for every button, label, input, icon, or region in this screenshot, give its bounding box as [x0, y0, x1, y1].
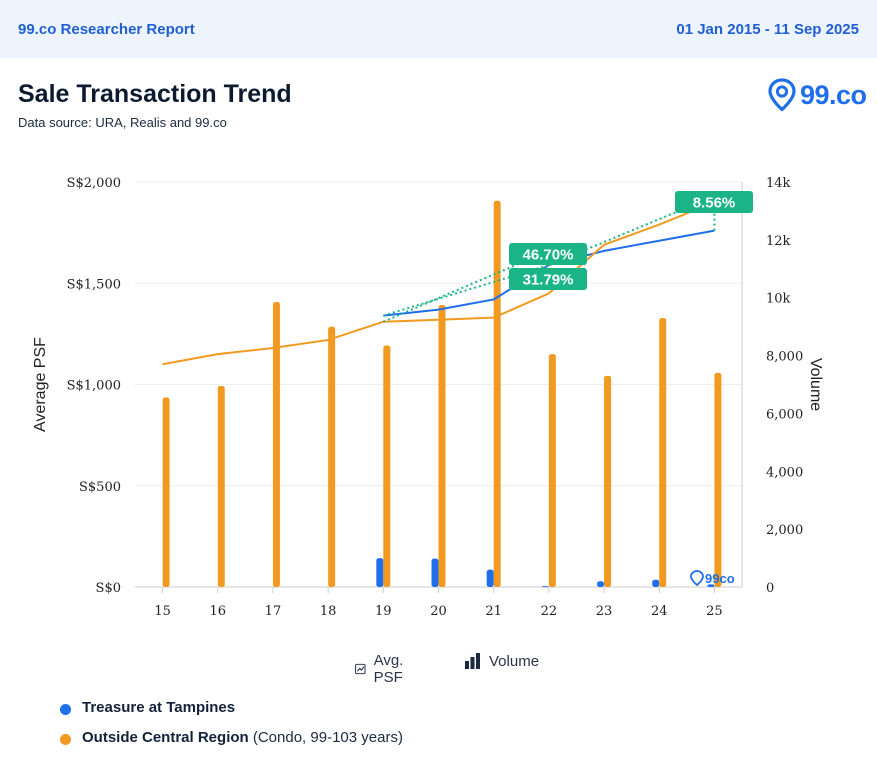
legend-dot-treasure — [60, 704, 71, 715]
y-left-tick-label: S$0 — [96, 581, 121, 596]
legend-name-treasure: Treasure at Tampines — [82, 699, 236, 716]
legend-label-ocr: Outside Central Region (Condo, 99-103 ye… — [82, 729, 403, 746]
y-left-tick-label: S$2,000 — [67, 176, 121, 191]
growth-badge-label: 8.56% — [693, 195, 736, 212]
growth-badge — [675, 191, 753, 213]
y-right-tick-label: 8,000 — [766, 350, 803, 365]
x-tick-label: 17 — [265, 604, 282, 619]
x-tick-label: 21 — [485, 604, 502, 619]
volume-bar — [493, 200, 501, 587]
growth-badge — [509, 268, 587, 290]
bar-chart-icon — [465, 653, 480, 669]
x-tick-label: 20 — [430, 604, 447, 619]
x-tick-label: 19 — [375, 604, 392, 619]
volume-bar — [162, 397, 170, 587]
volume-bar — [486, 569, 494, 587]
growth-badge — [509, 243, 587, 265]
growth-trend-line — [383, 264, 550, 317]
chart-title: Sale Transaction Trend — [18, 80, 292, 108]
x-tick-label: 22 — [541, 604, 558, 619]
x-tick-label: 18 — [320, 604, 337, 619]
volume-bar — [707, 584, 715, 587]
volume-bar — [272, 302, 280, 587]
legend-dot-ocr — [60, 734, 71, 745]
line-chart-icon — [355, 663, 366, 675]
x-tick-label: 23 — [596, 604, 613, 619]
y-right-tick-label: 0 — [766, 581, 774, 596]
growth-badge-label: 31.79% — [523, 272, 574, 289]
volume-bar — [328, 326, 336, 587]
watermark-pin-icon — [690, 570, 704, 587]
growth-badge-label: 46.70% — [523, 247, 574, 264]
volume-bar — [383, 345, 391, 587]
avg-psf-label: Avg. PSF — [373, 652, 404, 686]
legend-name-ocr: Outside Central Region — [82, 729, 249, 746]
chart-watermark: 99co — [690, 570, 735, 587]
y-left-tick-label: S$1,500 — [67, 277, 121, 292]
watermark-text: 99co — [705, 571, 735, 586]
y-left-axis-title: Average PSF — [32, 337, 49, 432]
legend-detail-ocr: (Condo, 99-103 years) — [252, 729, 403, 746]
volume-bar — [652, 579, 660, 587]
report-brand: 99.co Researcher Report — [18, 21, 195, 38]
y-right-tick-label: 4,000 — [766, 465, 803, 480]
report-header-bar: 99.co Researcher Report 01 Jan 2015 - 11… — [0, 0, 877, 58]
brand-logo: 99.co — [767, 76, 867, 116]
x-tick-label: 24 — [651, 604, 668, 619]
volume-bar — [438, 304, 446, 587]
sale-trend-chart: S$0 S$500 S$1,000 S$1,500 S$2,000 0 2,000 4,000… — [32, 176, 824, 619]
volume-bar — [541, 586, 549, 588]
volume-bar — [548, 354, 556, 587]
x-tick-label: 15 — [154, 604, 171, 619]
legend-label-treasure: Treasure at Tampines — [82, 699, 235, 716]
volume-bar — [217, 385, 225, 587]
location-pin-icon — [768, 78, 796, 112]
avg-psf-line-ocr — [162, 201, 715, 366]
volume-bar — [431, 558, 439, 587]
y-left-tick-label: S$1,000 — [67, 379, 121, 394]
volume-bar — [604, 375, 612, 587]
x-tick-label: 16 — [209, 604, 226, 619]
volume-bar — [597, 581, 605, 587]
volume-label: Volume — [489, 652, 540, 670]
date-range: 01 Jan 2015 - 11 Sep 2025 — [676, 21, 859, 38]
y-right-tick-label: 14k — [766, 176, 791, 191]
x-tick-label: 25 — [706, 604, 723, 619]
volume-toggle[interactable]: Volume — [463, 652, 539, 670]
data-source: Data source: URA, Realis and 99.co — [18, 115, 227, 130]
volume-bar — [659, 317, 667, 587]
y-right-tick-label: 6,000 — [766, 407, 803, 422]
y-right-tick-label: 10k — [766, 292, 791, 307]
logo-text: 99.co — [800, 80, 867, 110]
volume-bar — [714, 372, 722, 587]
avg-psf-toggle[interactable]: Avg. PSF — [355, 652, 411, 686]
y-left-tick-label: S$500 — [79, 480, 121, 495]
volume-bar — [376, 558, 384, 587]
y-right-tick-label: 12k — [766, 234, 791, 249]
y-right-tick-label: 2,000 — [766, 523, 803, 538]
y-right-axis-title: Volume — [807, 358, 824, 411]
